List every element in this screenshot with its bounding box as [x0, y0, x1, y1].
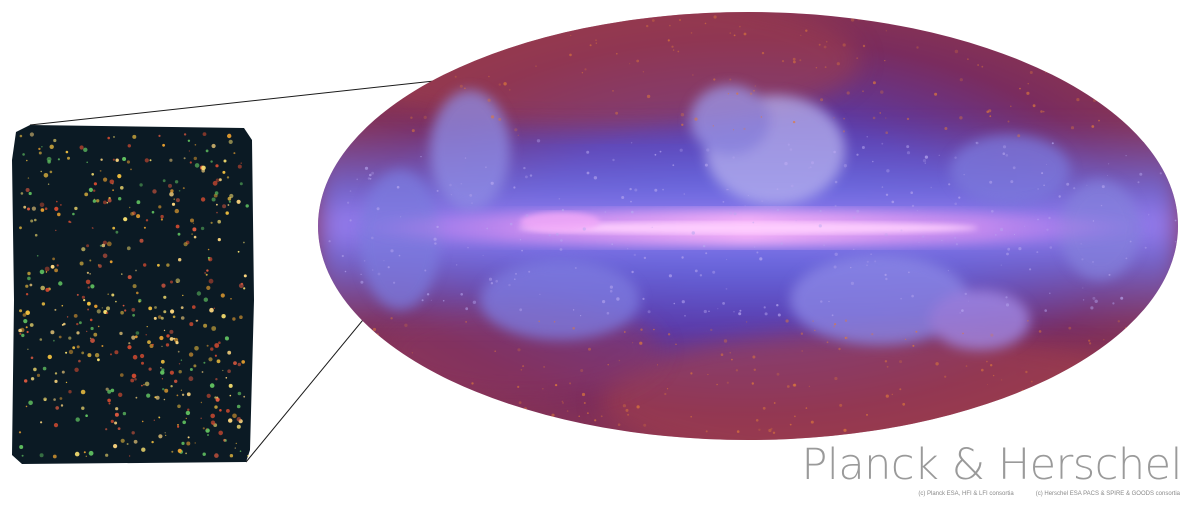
herschel-credit: (c) Herschel ESA PACS & SPIRE & GOODS co… [1035, 491, 1180, 497]
credits: (c) Planck ESA, HFI & LFI consortia (c) … [918, 491, 1180, 497]
planck-credit: (c) Planck ESA, HFI & LFI consortia [918, 491, 1014, 497]
title: Planck & Herschel [801, 440, 1182, 490]
planck-all-sky-map [318, 12, 1178, 440]
herschel-deep-field-inset [12, 125, 254, 464]
